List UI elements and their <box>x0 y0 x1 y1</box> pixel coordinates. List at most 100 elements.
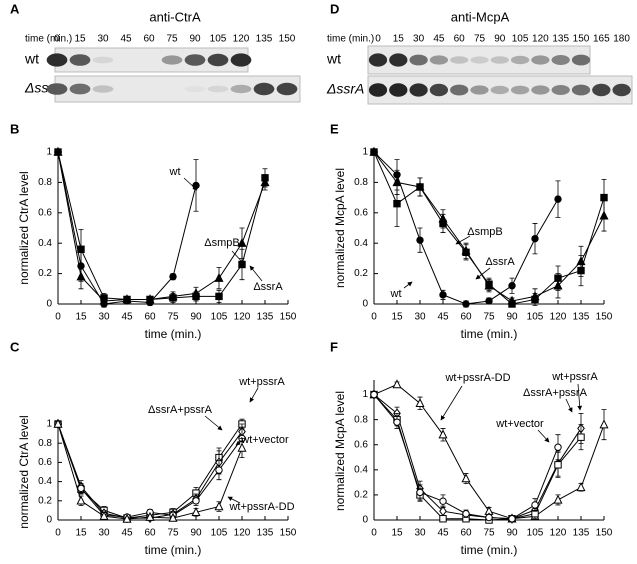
y-tick-label: 0.8 <box>354 414 368 425</box>
annotation-arrow <box>475 267 491 280</box>
series-annotation: ΔssrA <box>485 256 515 268</box>
time-value: 135 <box>552 34 569 45</box>
series-annotation: ΔssrA+pssrA <box>148 404 213 416</box>
blot-band <box>409 54 428 66</box>
x-tick-label: 105 <box>527 312 544 323</box>
y-tick-label: 0.2 <box>354 268 368 279</box>
data-point <box>146 295 154 304</box>
time-value: 90 <box>494 34 506 45</box>
blot-band <box>230 53 252 67</box>
data-point <box>192 292 200 301</box>
blot-band <box>490 56 509 64</box>
blot-band <box>551 85 570 95</box>
y-tick-label: 0 <box>362 299 368 310</box>
x-tick-label: 60 <box>144 312 156 323</box>
series-annotation: wt+pssrA-DD <box>444 372 510 384</box>
annotation-arrow <box>249 265 263 282</box>
series-annotation: ΔssrA <box>253 281 283 293</box>
x-axis-label: time (min.) <box>461 543 518 557</box>
time-value: 30 <box>413 34 425 45</box>
y-tick-label: 0.8 <box>38 438 52 449</box>
row-label: wt <box>24 51 39 67</box>
data-point <box>462 300 470 308</box>
data-point <box>577 433 585 441</box>
x-tick-label: 60 <box>460 528 472 539</box>
data-point <box>370 390 378 399</box>
data-point <box>192 181 200 190</box>
x-axis-label: time (min.) <box>145 327 202 341</box>
blot-band <box>571 84 591 96</box>
blot-band <box>470 85 489 95</box>
data-point <box>192 497 200 505</box>
x-tick-label: 120 <box>234 312 251 323</box>
time-value: 120 <box>532 34 549 45</box>
annotation-arrow <box>440 385 463 421</box>
data-point <box>485 280 493 288</box>
blot-title: anti-McpA <box>451 9 510 24</box>
blot-band <box>389 83 408 97</box>
y-axis-label: normalized CtrA level <box>17 415 31 528</box>
blot-band <box>230 84 252 94</box>
y-tick-label: 0.6 <box>38 207 52 218</box>
row-label: ΔssrA <box>326 81 364 97</box>
data-point <box>100 294 108 302</box>
x-tick-label: 120 <box>550 312 567 323</box>
series-line <box>373 151 559 305</box>
data-point <box>554 461 562 469</box>
data-point <box>553 494 563 504</box>
data-point <box>462 510 470 518</box>
time-value: 15 <box>393 34 405 45</box>
y-tick-label: 1 <box>46 147 52 158</box>
series-annotation: wt <box>390 288 402 300</box>
data-point <box>416 236 424 244</box>
data-point <box>599 419 609 429</box>
time-value: 150 <box>573 34 590 45</box>
x-tick-label: 90 <box>506 528 518 539</box>
panel-label: D <box>330 1 339 16</box>
data-point <box>123 295 131 304</box>
data-point <box>531 295 539 304</box>
x-tick-label: 45 <box>437 528 449 539</box>
annotation-arrow <box>204 415 223 431</box>
y-tick-label: 0.8 <box>354 177 368 188</box>
series <box>370 148 608 308</box>
data-point <box>416 183 424 191</box>
series-annotation: wt+vector <box>240 434 289 446</box>
time-value: 60 <box>143 34 155 45</box>
data-point <box>577 266 585 275</box>
series-annotation: wt+pssrA <box>551 371 598 383</box>
blot-band <box>510 55 530 65</box>
y-axis-label: normalized McpA level <box>333 168 347 288</box>
x-tick-label: 150 <box>596 312 613 323</box>
x-tick-label: 15 <box>391 312 403 323</box>
x-tick-label: 30 <box>414 312 426 323</box>
annotation-arrow <box>249 387 259 403</box>
x-tick-label: 135 <box>573 528 590 539</box>
series <box>53 418 247 523</box>
x-tick-label: 75 <box>483 312 495 323</box>
time-value: 180 <box>613 34 630 45</box>
time-value: 0 <box>54 34 60 45</box>
data-point <box>439 515 447 523</box>
data-point <box>600 193 608 202</box>
y-tick-label: 0.4 <box>38 238 52 249</box>
blot-band <box>207 85 229 93</box>
series-annotation: wt <box>169 166 181 178</box>
data-point <box>485 513 493 522</box>
y-tick-label: 1 <box>362 147 368 158</box>
blot-band <box>69 54 91 66</box>
data-point <box>393 199 401 208</box>
x-tick-label: 30 <box>98 312 110 323</box>
data-point <box>416 488 424 497</box>
data-point <box>462 248 470 257</box>
x-axis-label: time (min.) <box>145 543 202 557</box>
y-tick-label: 0.6 <box>354 207 368 218</box>
annotation-arrow <box>577 383 583 411</box>
x-tick-label: 135 <box>257 312 274 323</box>
series-annotation: ΔssrA+pssrA <box>523 387 588 399</box>
blot-band <box>184 85 206 93</box>
blot-band <box>450 56 469 64</box>
data-point <box>215 292 223 301</box>
data-point <box>99 510 109 520</box>
x-tick-label: 120 <box>550 528 567 539</box>
